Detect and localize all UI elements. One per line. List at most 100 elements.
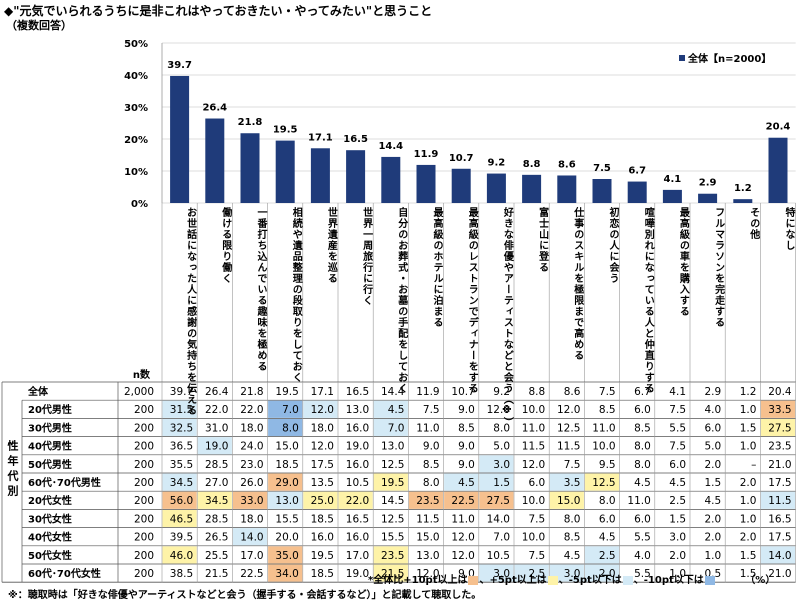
row-n: 200 xyxy=(134,459,154,471)
y-tick-label: 20% xyxy=(124,135,148,146)
legend-prefix: *全体比 xyxy=(368,575,404,586)
bar xyxy=(698,193,718,203)
table-cell: 34.5 xyxy=(205,495,228,507)
x-tick-label: フルマラソンを完走する xyxy=(712,207,724,328)
data-label: 2.9 xyxy=(699,178,717,189)
bar xyxy=(486,173,506,203)
table-cell: 14.0 xyxy=(768,550,791,562)
table-cell: 21.0 xyxy=(768,568,791,580)
table-cell: 15.5 xyxy=(381,532,404,544)
x-tick-label: 最高級の車を購入する xyxy=(677,207,689,317)
highlight-cell xyxy=(514,564,549,582)
row-label: 30代女性 xyxy=(28,512,72,525)
table-cell: 39.7 xyxy=(170,386,193,398)
table-cell: 11.0 xyxy=(592,422,615,434)
table-cell: 3.0 xyxy=(564,568,581,580)
bar xyxy=(627,181,647,203)
table-cell: 9.5 xyxy=(599,459,616,471)
row-n: 200 xyxy=(134,550,154,562)
table-cell: 19.0 xyxy=(205,441,228,453)
row-n: 200 xyxy=(134,568,154,580)
data-label: 8.6 xyxy=(558,159,576,170)
table-cell: 33.0 xyxy=(240,495,263,507)
table-cell: 7.5 xyxy=(599,386,616,398)
table-cell: 9.0 xyxy=(458,441,475,453)
table-cell: 8.0 xyxy=(634,441,651,453)
table-cell: 22.0 xyxy=(240,404,263,416)
table-cell: 12.0 xyxy=(311,404,334,416)
legend-m10-swatch xyxy=(704,575,715,585)
table-cell: 5.5 xyxy=(634,532,651,544)
highlight-cell xyxy=(549,491,584,509)
x-tick-label: 相続や遺品整理の段取りをしておく xyxy=(290,207,302,383)
table-cell: 4.0 xyxy=(704,404,721,416)
unit-label: （%） xyxy=(745,575,776,586)
highlight-cell xyxy=(444,473,479,491)
highlight-cell xyxy=(162,400,197,418)
table-cell: 5.5 xyxy=(634,568,651,580)
highlight-cell xyxy=(373,418,408,437)
data-label: 6.7 xyxy=(628,166,646,177)
data-label: 19.5 xyxy=(273,125,298,136)
table-cell: 3.0 xyxy=(669,532,686,544)
table-cell: 10.0 xyxy=(522,532,545,544)
y-tick-label: 30% xyxy=(124,103,148,114)
table-cell: 1.5 xyxy=(740,550,757,562)
row-label: 全体 xyxy=(27,385,49,398)
table-cell: 4.5 xyxy=(388,404,405,416)
highlight-cell xyxy=(760,491,796,509)
table-cell: 6.0 xyxy=(704,422,721,434)
table-cell: 5.5 xyxy=(669,422,686,434)
x-tick-label: 最高級のレストランでディナーをする xyxy=(466,207,478,394)
table-cell: 25.5 xyxy=(205,550,228,562)
table-cell: 12.0 xyxy=(487,404,510,416)
footnote: ※：聴取時は「好きな俳優やアーティストなどと会う（握手する・会話するなど）」と記… xyxy=(8,590,482,601)
table-cell: 13.0 xyxy=(416,550,439,562)
legend-m10-text: -10pt以下は xyxy=(643,575,704,586)
row-label: 30代男性 xyxy=(28,421,72,434)
table-cell: 11.9 xyxy=(416,386,439,398)
table-cell: 14.0 xyxy=(487,513,510,525)
table-cell: 1.5 xyxy=(669,513,686,525)
table-cell: 16.5 xyxy=(346,513,369,525)
table-cell: 17.1 xyxy=(311,386,334,398)
row-label: 60代･70代男性 xyxy=(28,476,101,489)
table-cell: 8.0 xyxy=(599,495,616,507)
table-cell: 46.0 xyxy=(170,550,193,562)
row-n: 200 xyxy=(134,532,154,544)
table-cell: 14.0 xyxy=(240,532,263,544)
table-cell: 2.5 xyxy=(599,550,616,562)
data-label: 4.1 xyxy=(664,174,682,185)
table-cell: 5.0 xyxy=(493,441,510,453)
table-cell: 12.0 xyxy=(451,550,474,562)
table-cell: 23.0 xyxy=(240,459,263,471)
table-cell: 11.0 xyxy=(522,422,545,434)
table-cell: 29.0 xyxy=(275,477,298,489)
bar xyxy=(733,199,753,203)
highlight-cell xyxy=(232,528,268,546)
table-cell: 20.0 xyxy=(275,532,298,544)
table-cell: 11.5 xyxy=(416,513,439,525)
table-cell: 8.5 xyxy=(458,422,475,434)
bar xyxy=(662,189,682,203)
table-cell: 19.5 xyxy=(275,386,298,398)
highlight-cell xyxy=(373,473,408,491)
legend-p5-text: +5pt以上は xyxy=(489,575,547,586)
table-cell: 27.5 xyxy=(768,422,791,434)
highlight-cell xyxy=(268,473,303,491)
x-tick-label: 最高級のホテルに泊まる xyxy=(431,207,442,328)
highlight-cell xyxy=(162,546,197,564)
table-cell: 26.5 xyxy=(205,532,228,544)
table-cell: 1.0 xyxy=(740,441,757,453)
table-cell: 12.0 xyxy=(311,441,334,453)
table-cell: 13.5 xyxy=(311,477,334,489)
table-cell: 15.0 xyxy=(275,441,298,453)
table-cell: 12.5 xyxy=(592,477,615,489)
table-cell: 8.0 xyxy=(282,422,299,434)
bar xyxy=(416,164,436,203)
table-cell: 22.0 xyxy=(346,495,369,507)
table-cell: 2.9 xyxy=(704,386,721,398)
table-cell: 1.0 xyxy=(704,550,721,562)
bar xyxy=(557,175,577,203)
data-label: 11.9 xyxy=(414,149,439,160)
